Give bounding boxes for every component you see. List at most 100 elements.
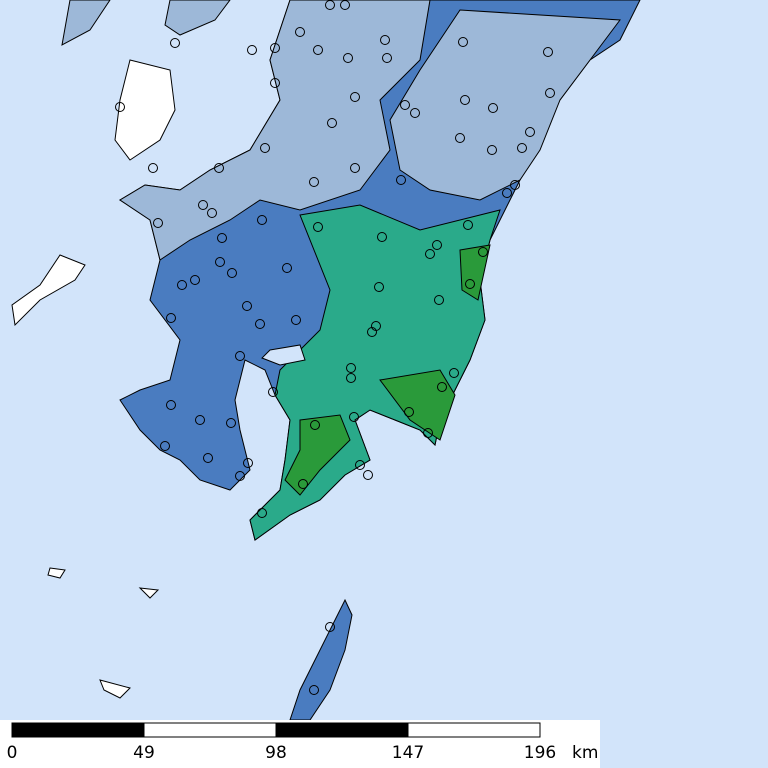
station [502, 188, 512, 198]
station [310, 420, 320, 430]
station [396, 175, 406, 185]
station [255, 319, 265, 329]
station [400, 100, 410, 110]
station [270, 43, 280, 53]
station [226, 418, 236, 428]
scale-segment [407, 722, 541, 738]
station [458, 37, 468, 47]
station [525, 127, 535, 137]
station [355, 460, 365, 470]
station [325, 622, 335, 632]
station [340, 0, 350, 10]
station [243, 458, 253, 468]
station [455, 133, 465, 143]
scale-segment [11, 722, 145, 738]
station [166, 313, 176, 323]
station [517, 143, 527, 153]
station [432, 240, 442, 250]
station [374, 282, 384, 292]
station [425, 249, 435, 259]
station [377, 232, 387, 242]
islands-north [61, 0, 231, 46]
station [460, 95, 470, 105]
station [203, 453, 213, 463]
station [215, 257, 225, 267]
warm-zone [284, 244, 491, 496]
scale-bar [11, 722, 541, 738]
station [295, 27, 305, 37]
station [382, 53, 392, 63]
station [166, 400, 176, 410]
station [313, 45, 323, 55]
station [177, 280, 187, 290]
island-west [114, 59, 176, 161]
station [257, 215, 267, 225]
station [198, 200, 208, 210]
station [449, 368, 459, 378]
scale-label: 0 [7, 743, 18, 763]
station [207, 208, 217, 218]
station [434, 295, 444, 305]
station [325, 0, 335, 10]
east-region [389, 9, 621, 201]
station [350, 92, 360, 102]
station [217, 233, 227, 243]
station [463, 220, 473, 230]
station [487, 145, 497, 155]
station [545, 88, 555, 98]
island-nw [11, 254, 86, 327]
scale-label: 98 [265, 743, 287, 763]
station [371, 321, 381, 331]
station [488, 103, 498, 113]
station [437, 382, 447, 392]
station [270, 78, 280, 88]
station [478, 247, 488, 257]
station [423, 428, 433, 438]
station [214, 163, 224, 173]
islets [47, 567, 160, 699]
station [363, 470, 373, 480]
station [346, 363, 356, 373]
station [257, 508, 267, 518]
station [298, 479, 308, 489]
scale-label: 196 [524, 743, 556, 763]
station [327, 118, 337, 128]
station [404, 407, 414, 417]
station [309, 685, 319, 695]
bay [261, 344, 306, 366]
scale-label: 147 [392, 743, 424, 763]
station [410, 108, 420, 118]
station [115, 102, 125, 112]
station [309, 177, 319, 187]
station [343, 53, 353, 63]
station [260, 143, 270, 153]
scale-label: 49 [133, 743, 155, 763]
station [380, 35, 390, 45]
station [510, 180, 520, 190]
north-region [119, 0, 431, 261]
station [235, 351, 245, 361]
station [349, 412, 359, 422]
station [153, 218, 163, 228]
station [282, 263, 292, 273]
scale-unit: km [572, 743, 598, 763]
station [313, 222, 323, 232]
station [190, 275, 200, 285]
station [268, 387, 278, 397]
scale-segment [143, 722, 277, 738]
land [11, 0, 641, 721]
station [227, 268, 237, 278]
station [350, 163, 360, 173]
station [291, 315, 301, 325]
station [195, 415, 205, 425]
station [235, 471, 245, 481]
station [242, 301, 252, 311]
station [170, 38, 180, 48]
stations [115, 0, 555, 695]
station [160, 441, 170, 451]
station [247, 45, 257, 55]
station [465, 279, 475, 289]
station [346, 373, 356, 383]
